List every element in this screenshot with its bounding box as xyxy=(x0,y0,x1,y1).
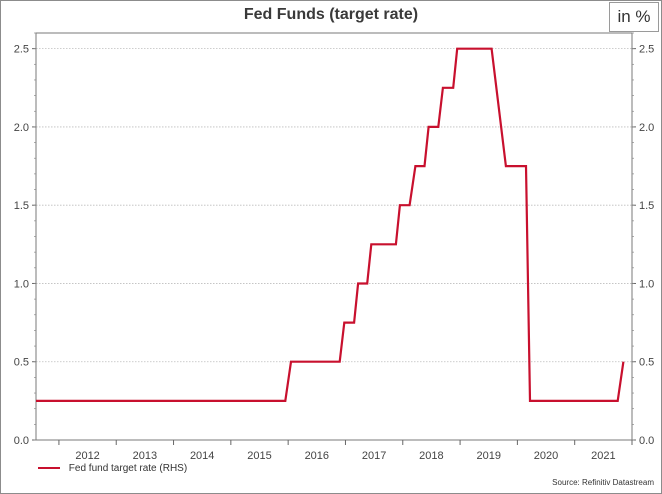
y-tick-label-left: 0.5 xyxy=(14,357,29,369)
x-tick-label: 2012 xyxy=(75,450,99,462)
legend-label: Fed fund target rate (RHS) xyxy=(68,463,188,474)
x-tick-label: 2020 xyxy=(534,450,558,462)
x-tick-label: 2017 xyxy=(362,450,386,462)
y-tick-label-right: 1.0 xyxy=(639,278,654,290)
y-ticks-left: 0.0 0.5 1.0 1.5 2.0 2.5 xyxy=(14,44,29,447)
chart-title: Fed Funds (target rate) xyxy=(243,6,419,23)
y-tick-label-right: 1.5 xyxy=(639,200,654,212)
y-tick-label-left: 1.0 xyxy=(14,278,29,290)
y-tick-label-right: 2.5 xyxy=(639,44,654,56)
legend-swatch xyxy=(38,467,60,470)
y-tick-label-right: 0.5 xyxy=(639,357,654,369)
y-tick-label-right: 2.0 xyxy=(639,122,654,134)
series-line-fed-funds xyxy=(36,47,625,402)
y-tick-label-right: 0.0 xyxy=(639,435,654,447)
axes xyxy=(32,32,636,445)
legend: Fed fund target rate (RHS) xyxy=(38,463,187,474)
x-tick-label: 2014 xyxy=(190,450,214,462)
y-ticks-right: 0.0 0.5 1.0 1.5 2.0 2.5 xyxy=(639,44,654,447)
x-tick-label: 2018 xyxy=(419,450,443,462)
x-ticks: 2012 2013 2014 2015 2016 2017 2018 2019 2020 2021 xyxy=(75,450,615,462)
series-group xyxy=(36,47,625,402)
y-tick-label-left: 0.0 xyxy=(14,435,29,447)
y-tick-label-left: 1.5 xyxy=(14,200,29,212)
x-tick-label: 2019 xyxy=(476,450,500,462)
source-note: Source: Refinitiv Datastream xyxy=(552,478,654,487)
y-tick-label-left: 2.5 xyxy=(14,44,29,56)
x-tick-label: 2021 xyxy=(591,450,615,462)
x-tick-label: 2016 xyxy=(305,450,329,462)
unit-label: in % xyxy=(609,2,659,32)
plot-border xyxy=(35,32,633,441)
x-tick-label: 2015 xyxy=(247,450,271,462)
y-tick-label-left: 2.0 xyxy=(14,122,29,134)
grid-lines xyxy=(36,48,632,363)
x-tick-label: 2013 xyxy=(133,450,157,462)
